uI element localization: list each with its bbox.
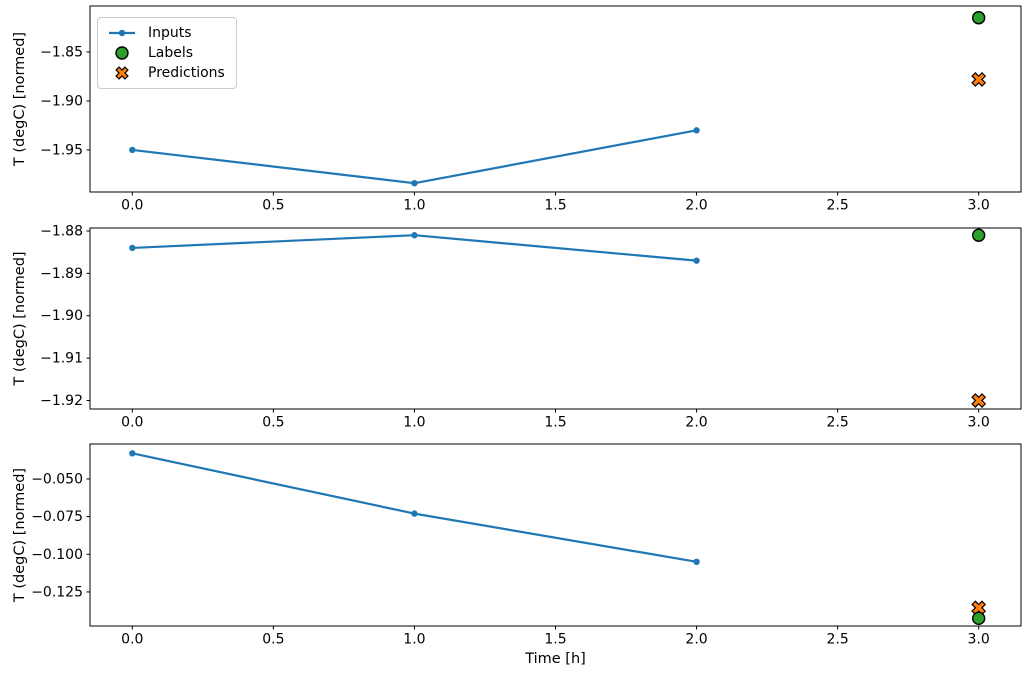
x-tick-label: 2.5 xyxy=(826,198,848,214)
x-tick-label: 1.0 xyxy=(403,415,425,431)
inputs-point-marker xyxy=(693,558,700,566)
legend-item-labels: Labels xyxy=(107,45,225,61)
x-tick-label: 3.0 xyxy=(968,198,990,214)
x-tick-label: 1.0 xyxy=(403,198,425,214)
labels-marker xyxy=(971,228,986,242)
y-tick-label: −1.90 xyxy=(40,93,83,109)
inputs-point-marker xyxy=(411,510,418,517)
axes-border xyxy=(89,443,1022,627)
x-tick-label: 0.5 xyxy=(262,632,284,648)
y-tick-label: −1.88 xyxy=(40,223,83,239)
inputs-point-marker xyxy=(411,232,418,239)
inputs-line xyxy=(132,129,697,185)
x-tick-label: 0.0 xyxy=(121,198,143,214)
y-tick-label: −1.85 xyxy=(40,45,83,61)
legend-item-inputs: Inputs xyxy=(107,25,225,41)
inputs-line xyxy=(132,452,697,563)
predictions-marker xyxy=(971,393,987,408)
x-tick-label: 0.5 xyxy=(262,198,284,214)
inputs-point-marker xyxy=(129,244,136,252)
y-tick-label: −0.100 xyxy=(31,547,83,563)
y-tick-label: −1.90 xyxy=(40,308,83,324)
legend-item-predictions: Predictions xyxy=(107,65,225,81)
labels-circle-marker-icon xyxy=(115,46,129,60)
inputs-point-marker xyxy=(693,127,700,134)
inputs-point-marker xyxy=(411,179,418,187)
inputs-point-marker xyxy=(129,146,136,154)
x-axis-label: Time [h] xyxy=(524,651,586,667)
x-tick-label: 3.0 xyxy=(968,415,990,431)
y-axis-label: T (degC) [normed] xyxy=(12,468,28,603)
y-tick-label: −0.050 xyxy=(31,471,83,487)
y-tick-label: −1.95 xyxy=(40,142,83,158)
x-tick-label: 2.5 xyxy=(826,415,848,431)
y-tick-label: −1.89 xyxy=(40,266,83,282)
predictions-marker xyxy=(971,71,987,87)
x-tick-label: 0.5 xyxy=(262,415,284,431)
inputs-point-marker xyxy=(129,450,136,457)
legend-label-predictions: Predictions xyxy=(148,65,225,81)
x-tick-label: 2.5 xyxy=(826,632,848,648)
y-tick-label: −0.075 xyxy=(31,509,83,525)
axes-border xyxy=(89,227,1022,410)
labels-marker xyxy=(971,611,986,626)
x-tick-label: 1.5 xyxy=(544,198,566,214)
x-tick-label: 1.5 xyxy=(544,415,566,431)
labels-marker xyxy=(971,11,986,25)
predictions-x-marker-icon xyxy=(115,66,129,80)
x-tick-label: 2.0 xyxy=(685,632,707,648)
y-axis-label: T (degC) [normed] xyxy=(12,251,28,386)
y-axis-label: T (degC) [normed] xyxy=(12,32,28,167)
legend-label-labels: Labels xyxy=(148,45,194,61)
x-tick-label: 3.0 xyxy=(968,632,990,648)
y-tick-label: −0.125 xyxy=(31,584,83,600)
legend: Inputs Labels Predictions xyxy=(97,17,237,89)
inputs-point-marker xyxy=(693,257,700,264)
x-tick-label: 1.0 xyxy=(403,632,425,648)
inputs-line-marker-icon xyxy=(109,29,135,37)
x-tick-label: 1.5 xyxy=(544,632,566,648)
y-tick-label: −1.91 xyxy=(40,351,83,367)
x-tick-label: 0.0 xyxy=(121,632,143,648)
x-tick-label: 0.0 xyxy=(121,415,143,431)
x-tick-label: 2.0 xyxy=(685,198,707,214)
legend-label-inputs: Inputs xyxy=(148,25,192,41)
x-tick-label: 2.0 xyxy=(685,415,707,431)
inputs-line xyxy=(132,234,697,262)
y-tick-label: −1.92 xyxy=(40,393,83,409)
